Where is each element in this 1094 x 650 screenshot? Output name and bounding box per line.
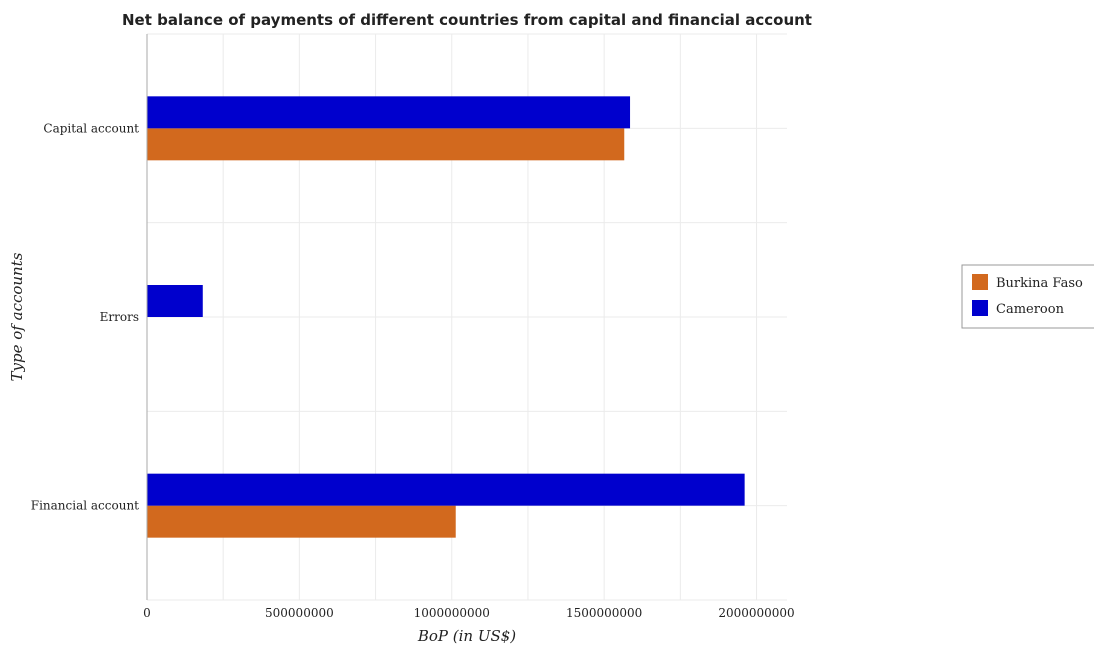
y-ticks: Capital account Errors Financial account: [31, 121, 139, 512]
legend-swatch: [972, 274, 988, 290]
x-axis-label: BoP (in US$): [417, 627, 516, 645]
x-tick-label: 0: [143, 606, 151, 620]
x-tick-label: 1500000000: [566, 606, 642, 620]
x-ticks: 0 500000000 1000000000 1500000000 2000000000: [143, 606, 795, 620]
bars: [147, 96, 745, 538]
bar-burkina-faso: [147, 505, 456, 538]
x-tick-label: 500000000: [265, 606, 334, 620]
y-tick-label: Errors: [100, 310, 139, 324]
bar-cameroon: [147, 473, 745, 506]
bar-burkina-faso: [147, 128, 625, 161]
legend-label: Burkina Faso: [996, 276, 1083, 291]
legend: Burkina Faso Cameroon: [961, 264, 1094, 329]
bar-cameroon: [147, 285, 203, 317]
x-tick-label: 2000000000: [718, 606, 794, 620]
y-tick-label: Capital account: [43, 121, 139, 135]
bar-cameroon: [147, 96, 631, 129]
x-tick-label: 1000000000: [414, 606, 490, 620]
legend-label: Cameroon: [996, 302, 1065, 317]
y-axis-label: Type of accounts: [8, 252, 26, 381]
y-tick-label: Financial account: [31, 499, 139, 513]
chart-title: Net balance of payments of different cou…: [122, 11, 812, 29]
legend-swatch: [972, 300, 988, 316]
